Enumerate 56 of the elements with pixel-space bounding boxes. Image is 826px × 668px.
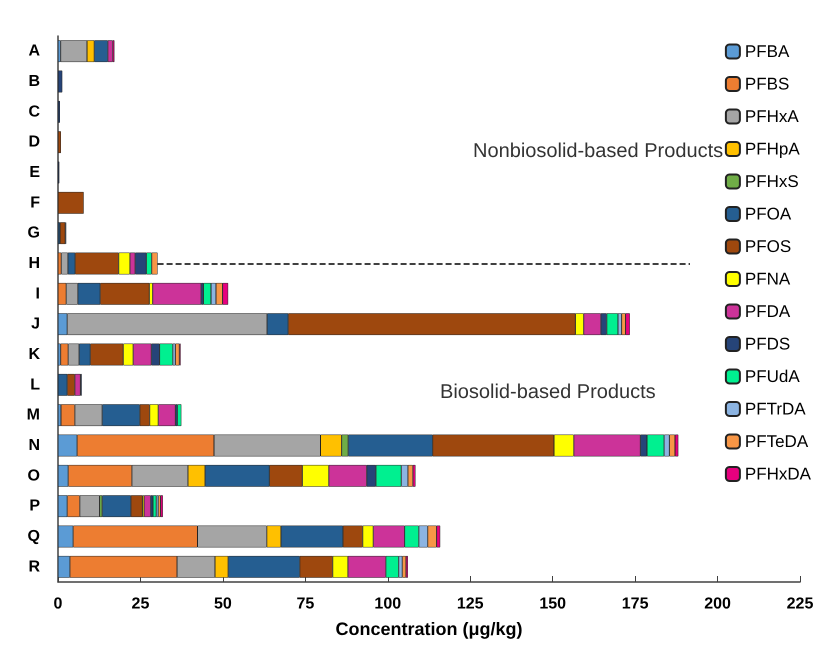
bar <box>58 131 61 154</box>
legend-label: PFTeDA <box>744 432 809 451</box>
y-tick-label: J <box>31 316 40 333</box>
legend-label: PFBA <box>744 42 790 61</box>
y-tick-label: E <box>29 164 40 181</box>
x-tick-label: 100 <box>374 596 402 612</box>
bar <box>152 282 202 305</box>
y-tick-label: L <box>30 376 40 394</box>
legend-label: PFBS <box>744 74 790 94</box>
legend-label: PFNA <box>744 270 791 288</box>
annotation: Biosolid-based Products <box>440 381 656 403</box>
bar <box>177 404 182 426</box>
legend-label: PFOA <box>744 204 792 224</box>
annotation: Nonbiosolid-based Products <box>473 140 724 162</box>
legend-label: PFUdA <box>744 367 800 386</box>
bar <box>622 313 626 336</box>
y-tick-label: A <box>28 42 40 60</box>
y-tick-label: G <box>28 224 40 242</box>
bar <box>626 313 630 336</box>
bar <box>58 192 84 214</box>
y-tick-label: N <box>28 437 40 454</box>
x-tick-label: 225 <box>786 596 814 612</box>
y-tick-label: R <box>28 558 40 576</box>
y-tick-label: F <box>30 194 40 212</box>
y-tick-label: O <box>28 467 40 484</box>
bar <box>58 70 62 92</box>
legend-label: PFHpA <box>744 140 800 158</box>
bar <box>60 222 66 244</box>
x-tick-label: 175 <box>622 596 649 612</box>
legend-label: PFTrDA <box>744 400 806 418</box>
bar <box>402 556 406 578</box>
y-tick-label: K <box>28 346 40 363</box>
y-tick-label: Q <box>28 528 40 545</box>
x-axis-title: Concentration (μg/kg) <box>335 619 523 639</box>
legend-label: PFOS <box>744 237 792 256</box>
x-tick-label: 50 <box>214 596 232 612</box>
legend-label: PFHxS <box>744 172 799 191</box>
bar <box>175 344 180 366</box>
legend-label: PFHxDA <box>744 464 812 484</box>
legend-label: PFDS <box>744 334 790 354</box>
y-tick-label: B <box>28 73 40 90</box>
y-tick-label: D <box>28 134 40 151</box>
y-tick-label: C <box>28 103 40 120</box>
y-tick-label: I <box>36 285 40 302</box>
x-tick-label: 125 <box>456 596 484 612</box>
x-tick-label: 200 <box>704 596 731 612</box>
x-tick-label: 150 <box>539 596 566 612</box>
y-tick-label: H <box>28 255 40 272</box>
legend-label: PFDA <box>744 302 791 321</box>
x-tick-label: 75 <box>296 596 314 612</box>
x-tick-label: 25 <box>132 596 150 612</box>
x-tick-label: 0 <box>54 596 63 612</box>
bar <box>152 495 156 518</box>
y-tick-label: M <box>26 406 40 424</box>
legend-label: PFHxA <box>744 107 800 126</box>
y-tick-label: P <box>29 498 40 515</box>
